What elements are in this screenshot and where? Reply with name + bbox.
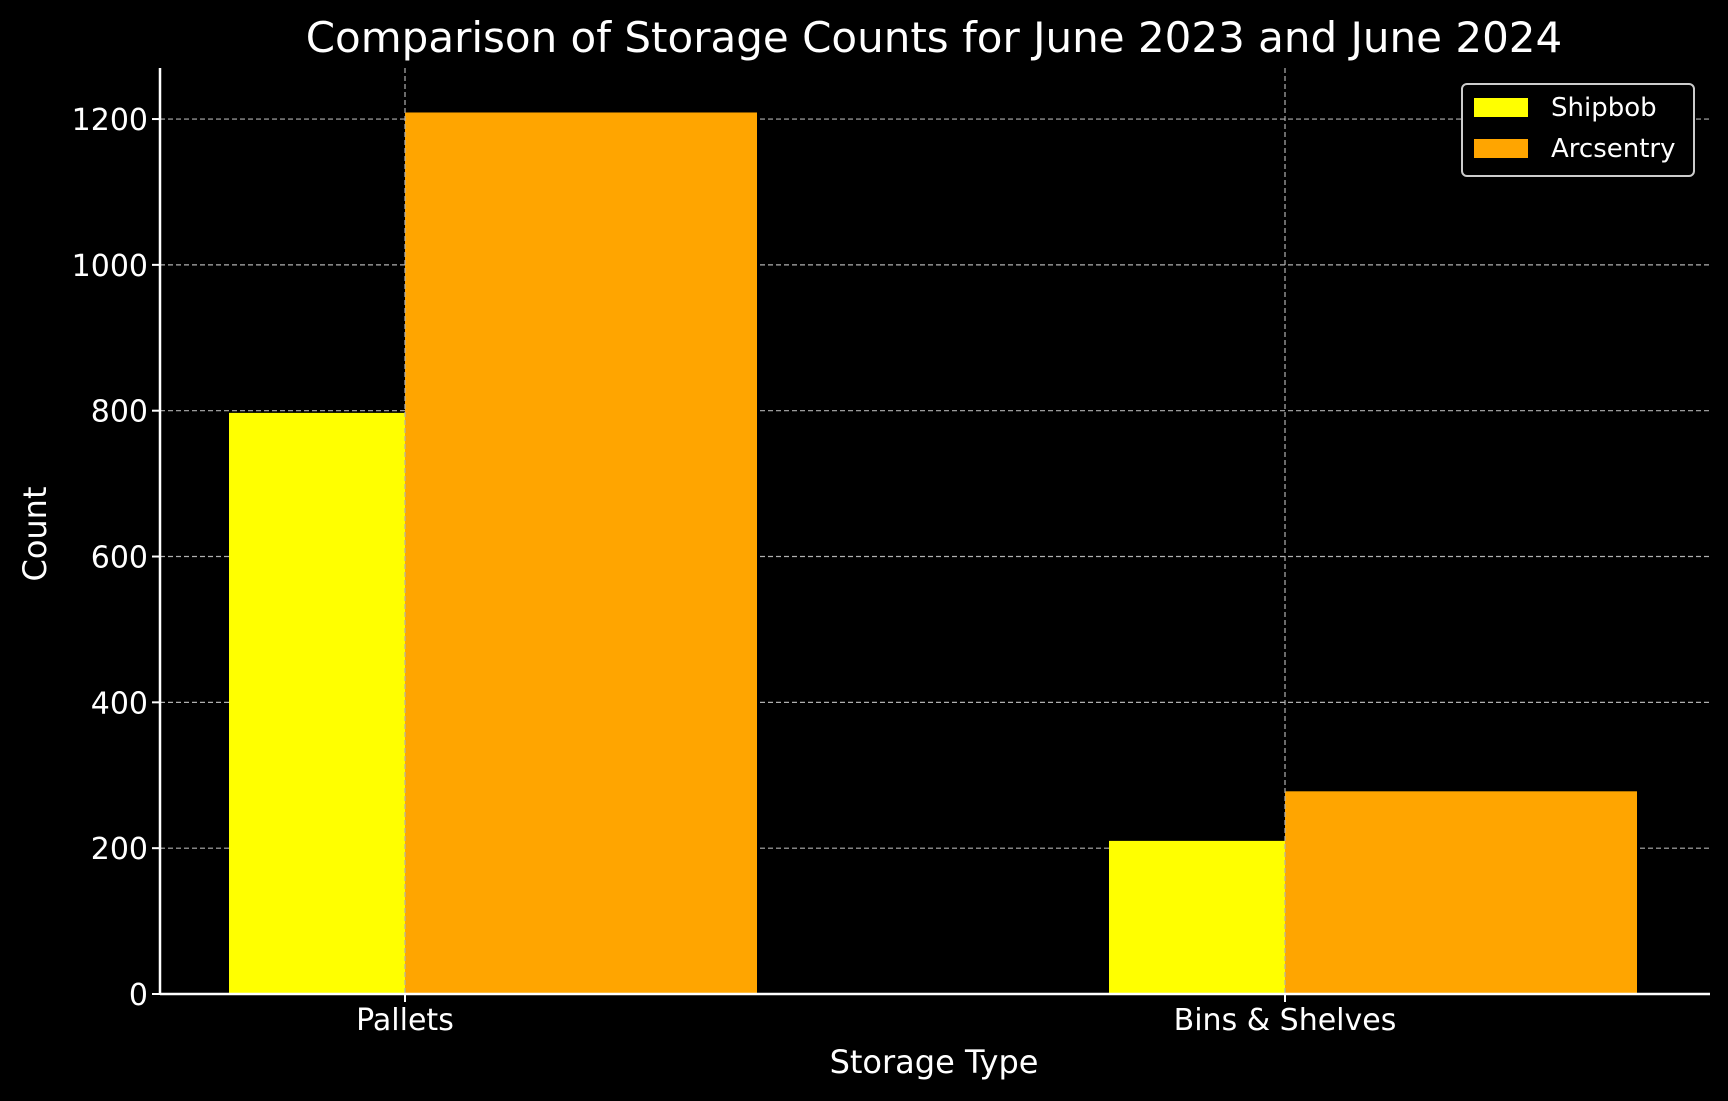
- y-tick-label: 600: [91, 541, 148, 576]
- x-tick-label: Pallets: [356, 1003, 454, 1038]
- y-tick-label: 200: [91, 832, 148, 867]
- x-tick-label: Bins & Shelves: [1174, 1003, 1397, 1038]
- chart-title: Comparison of Storage Counts for June 20…: [306, 13, 1563, 62]
- bar-arcsentry-0: [405, 112, 757, 994]
- axes: [152, 68, 1710, 1002]
- x-axis-label: Storage Type: [830, 1043, 1039, 1081]
- legend-swatch-arcsentry: [1474, 139, 1528, 158]
- legend-label-arcsentry: Arcsentry: [1551, 134, 1676, 164]
- bar-shipbob-1: [1109, 840, 1285, 994]
- y-tick-label: 1000: [72, 249, 148, 284]
- legend-swatch-shipbob: [1474, 98, 1528, 117]
- y-tick-label: 400: [91, 686, 148, 721]
- bar-arcsentry-1: [1285, 791, 1637, 994]
- legend-label-shipbob: Shipbob: [1551, 93, 1657, 123]
- bar-shipbob-0: [229, 412, 405, 994]
- y-tick-label: 800: [91, 395, 148, 430]
- y-tick-label: 1200: [72, 103, 148, 138]
- vertical-grid-lines: [404, 68, 1286, 994]
- y-tick-label: 0: [129, 978, 148, 1013]
- y-axis-label: Count: [16, 486, 54, 581]
- legend: Shipbob Arcsentry: [1461, 83, 1695, 177]
- bars: [229, 112, 1637, 994]
- x-tick-labels: Pallets Bins & Shelves: [356, 1003, 1396, 1038]
- y-tick-labels: 0 200 400 600 800 1000 1200: [72, 103, 148, 1013]
